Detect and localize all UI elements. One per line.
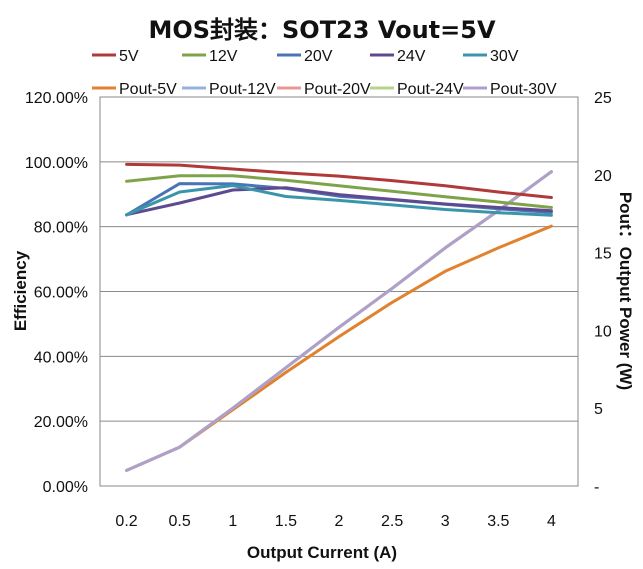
x-axis-title: Output Current (A) [247,543,397,562]
series-line [125,186,553,217]
y2-axis-title: Pout：Output Power (W) [616,192,635,390]
y2-tick-label: 25 [594,90,612,107]
series-line [125,174,553,209]
y2-tick-label: 15 [594,246,612,263]
plot-area [99,96,579,487]
x-tick-label: 2.5 [381,513,403,530]
y-tick-label: 100.00% [25,155,88,172]
gridlines [100,161,578,422]
x-axis-ticks: 0.2 0.5 1 1.5 2 2.5 3 3.5 4 [115,513,556,530]
x-tick-label: 4 [547,513,556,530]
series-line [125,162,553,199]
y2-tick-label: 10 [594,323,612,340]
series-line [125,170,553,472]
legend-label: Pout-12V [209,81,276,98]
x-tick-label: 3.5 [487,513,509,530]
y-tick-label: 120.00% [25,90,88,107]
y-axis-title: Efficiency [11,250,30,331]
series-line [125,184,553,217]
y2-tick-label: - [594,479,599,496]
legend-label: Pout-30V [490,81,557,98]
y-tick-label: 80.00% [34,220,88,237]
y2-tick-label: 5 [594,401,603,418]
legend-label: 5V [119,48,139,65]
series-lines [125,162,553,472]
legend-label: 30V [490,48,519,65]
legend-label: 12V [209,48,238,65]
x-tick-label: 0.5 [169,513,191,530]
legend-label: Pout-24V [397,81,464,98]
y-axis-ticks: 0.00% 20.00% 40.00% 60.00% 80.00% 100.00% 120.… [25,90,88,496]
legend-label: Pout-5V [119,81,177,98]
x-tick-label: 1 [228,513,237,530]
chart-title: MOS封装：SOT23 Vout=5V [148,16,495,44]
legend-label: 20V [304,48,333,65]
y2-axis-ticks: - 5 10 15 20 25 [594,90,612,496]
y-tick-label: 40.00% [34,349,88,366]
y-tick-label: 0.00% [43,479,88,496]
legend-label: 24V [397,48,426,65]
y2-tick-label: 20 [594,168,612,185]
y-tick-label: 60.00% [34,285,88,302]
x-tick-label: 1.5 [275,513,297,530]
x-tick-label: 3 [441,513,450,530]
legend: 5V 12V 20V 24V 30V Pout-5V Pout-12V Pout-20V Pou… [92,48,557,98]
x-tick-label: 2 [335,513,344,530]
x-tick-label: 0.2 [115,513,137,530]
legend-label: Pout-20V [304,81,371,98]
y-tick-label: 20.00% [34,414,88,431]
